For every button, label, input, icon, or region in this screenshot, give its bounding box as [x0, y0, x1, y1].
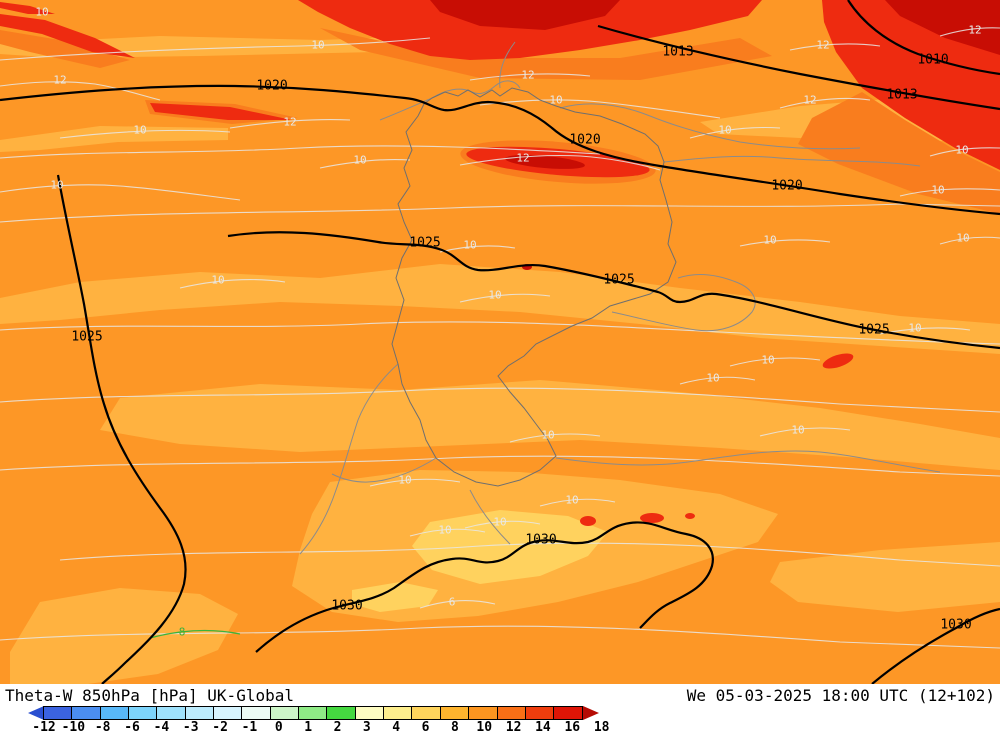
legend-segment [269, 706, 300, 720]
legend-segment [411, 706, 441, 720]
color-legend: -12 -10 -8 -6 -4 -3 -2 -1 0 1 2 3 4 6 8 10 12 14 16 18 [0, 705, 1000, 733]
legend-tick-label: 12 [505, 720, 522, 733]
map-title: Theta-W 850hPa [hPa] UK-Global [5, 686, 294, 705]
legend-tick-label: 8 [450, 720, 459, 733]
bottom-bar: Theta-W 850hPa [hPa] UK-Global We 05-03-… [0, 684, 1000, 733]
legend-segment [524, 706, 555, 720]
legend-segment [326, 706, 356, 720]
legend-tick-label: 2 [333, 720, 342, 733]
legend-tick-label: 6 [421, 720, 430, 733]
legend-segment [99, 706, 130, 720]
legend-tick-label: -10 [61, 720, 86, 733]
legend-segment [496, 706, 526, 720]
legend-tick-label: -1 [241, 720, 258, 733]
legend-segment [43, 706, 73, 720]
legend-tick-label: 18 [593, 720, 610, 733]
legend-tick-label: -3 [182, 720, 199, 733]
germany-border [391, 87, 677, 487]
map-canvas: 1020 1020 1020 1013 1013 1010 1025 1025 1025 1025… [0, 0, 1000, 684]
legend-ticks: -12 -10 -8 -6 -4 -3 -2 -1 0 1 2 3 4 6 8 10 12 14 16 18 [28, 720, 668, 733]
legend-segment [439, 706, 470, 720]
legend-segment [156, 706, 186, 720]
legend-segment [128, 706, 158, 720]
legend-tick-label: -2 [212, 720, 228, 733]
legend-bar [28, 706, 599, 720]
legend-tick-label: 1 [304, 720, 313, 733]
legend-tick-label: -4 [153, 720, 170, 733]
legend-segment [71, 706, 101, 720]
legend-tick-label: 4 [392, 720, 401, 733]
legend-tick-label: -6 [124, 720, 140, 733]
legend-segment [383, 706, 413, 720]
legend-segment [298, 706, 328, 720]
legend-tick-label: 10 [476, 720, 493, 733]
map-graphic [0, 0, 1000, 684]
legend-tick-label: -8 [94, 720, 111, 733]
legend-tick-label: 16 [564, 720, 581, 733]
legend-segment [213, 706, 243, 720]
legend-segment [354, 706, 385, 720]
legend-segment [468, 706, 498, 720]
map-timestamp: We 05-03-2025 18:00 UTC (12+102) [686, 686, 995, 705]
legend-tick-label: 0 [274, 720, 283, 733]
legend-tick-label: 14 [535, 720, 551, 733]
title-row: Theta-W 850hPa [hPa] UK-Global We 05-03-… [0, 684, 1000, 705]
legend-right-arrow [582, 706, 599, 720]
legend-segment [184, 706, 215, 720]
legend-segment [241, 706, 271, 720]
legend-left-arrow [28, 706, 44, 720]
legend-tick-label: 3 [362, 720, 371, 733]
legend-tick-label: -12 [32, 720, 56, 733]
legend-segment [553, 706, 583, 720]
